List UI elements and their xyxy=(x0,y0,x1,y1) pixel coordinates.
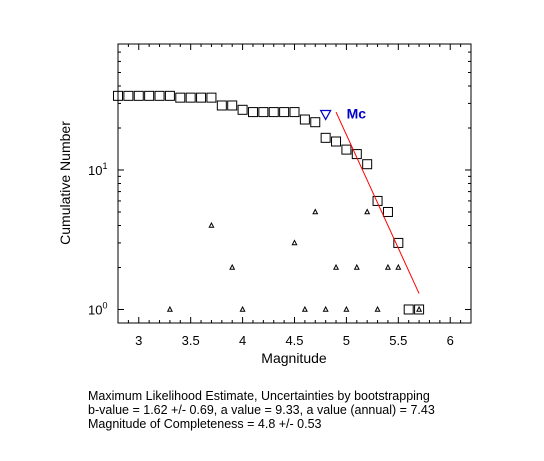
triangle-marker xyxy=(312,208,319,215)
x-axis-title: Magnitude xyxy=(261,350,327,366)
x-tick-labels: 3 3.5 4 4.5 5 5.5 6 xyxy=(135,333,454,348)
triangle-marker xyxy=(364,208,371,215)
y-axis-title: Cumulative Number xyxy=(57,121,73,245)
square-marker xyxy=(247,107,258,118)
square-marker xyxy=(372,195,383,206)
square-marker xyxy=(123,90,134,101)
square-marker xyxy=(133,90,144,101)
square-marker xyxy=(393,237,404,248)
square-marker xyxy=(341,144,352,155)
square-marker xyxy=(320,132,331,143)
square-marker xyxy=(237,104,248,115)
square-marker xyxy=(310,117,321,128)
triangle-marker xyxy=(322,305,329,312)
square-marker xyxy=(175,92,186,103)
square-marker xyxy=(382,206,393,217)
square-marker xyxy=(268,107,279,118)
triangle-marker xyxy=(395,263,402,270)
mc-marker xyxy=(319,109,332,121)
y-tick-label: 100 xyxy=(88,300,107,317)
stats-line-b-value: b-value = 1.62 +/- 0.69, a value = 9.33,… xyxy=(88,403,435,417)
stats-line-estimate: Maximum Likelihood Estimate, Uncertainti… xyxy=(88,389,430,403)
square-marker xyxy=(164,90,175,101)
triangle-marker xyxy=(374,305,381,312)
square-marker xyxy=(403,304,414,315)
x-tick-label: 3 xyxy=(135,333,142,348)
axis-ticks xyxy=(117,43,472,323)
plot-frame xyxy=(117,43,472,324)
square-marker xyxy=(206,92,217,103)
x-tick-label: 4.5 xyxy=(285,333,303,348)
x-tick-label: 4 xyxy=(239,333,246,348)
triangle-marker xyxy=(239,305,246,312)
square-marker xyxy=(144,90,155,101)
square-marker xyxy=(196,92,207,103)
stats-line-completeness: Magnitude of Completeness = 4.8 +/- 0.53 xyxy=(88,417,322,431)
x-tick-label: 6 xyxy=(447,333,454,348)
y-tick-label: 101 xyxy=(88,161,107,178)
mc-label: Mc xyxy=(347,105,367,121)
triangle-marker xyxy=(208,221,215,228)
square-marker xyxy=(185,92,196,103)
triangle-marker xyxy=(416,305,423,312)
data-marks: Mc xyxy=(113,90,425,315)
triangle-marker xyxy=(353,263,360,270)
square-marker xyxy=(362,159,373,170)
square-marker xyxy=(227,100,238,111)
square-marker xyxy=(113,90,123,101)
fit-line xyxy=(335,111,420,294)
square-marker xyxy=(414,304,425,315)
square-marker xyxy=(289,107,300,118)
x-tick-label: 5 xyxy=(343,333,350,348)
triangle-marker xyxy=(166,305,173,312)
triangle-marker xyxy=(291,239,298,246)
square-marker xyxy=(279,107,290,118)
y-tick-labels: 100 101 xyxy=(88,161,107,318)
square-marker xyxy=(216,100,227,111)
triangle-marker xyxy=(384,263,391,270)
x-tick-label: 3.5 xyxy=(182,333,200,348)
x-tick-label: 5.5 xyxy=(389,333,407,348)
stats-block: Maximum Likelihood Estimate, Uncertainti… xyxy=(88,389,435,431)
triangle-marker xyxy=(229,263,236,270)
square-marker xyxy=(154,90,165,101)
square-marker xyxy=(299,114,310,125)
triangle-marker xyxy=(301,305,308,312)
triangle-marker xyxy=(343,305,350,312)
square-marker xyxy=(258,107,269,118)
square-marker xyxy=(331,136,342,147)
triangle-marker xyxy=(333,263,340,270)
